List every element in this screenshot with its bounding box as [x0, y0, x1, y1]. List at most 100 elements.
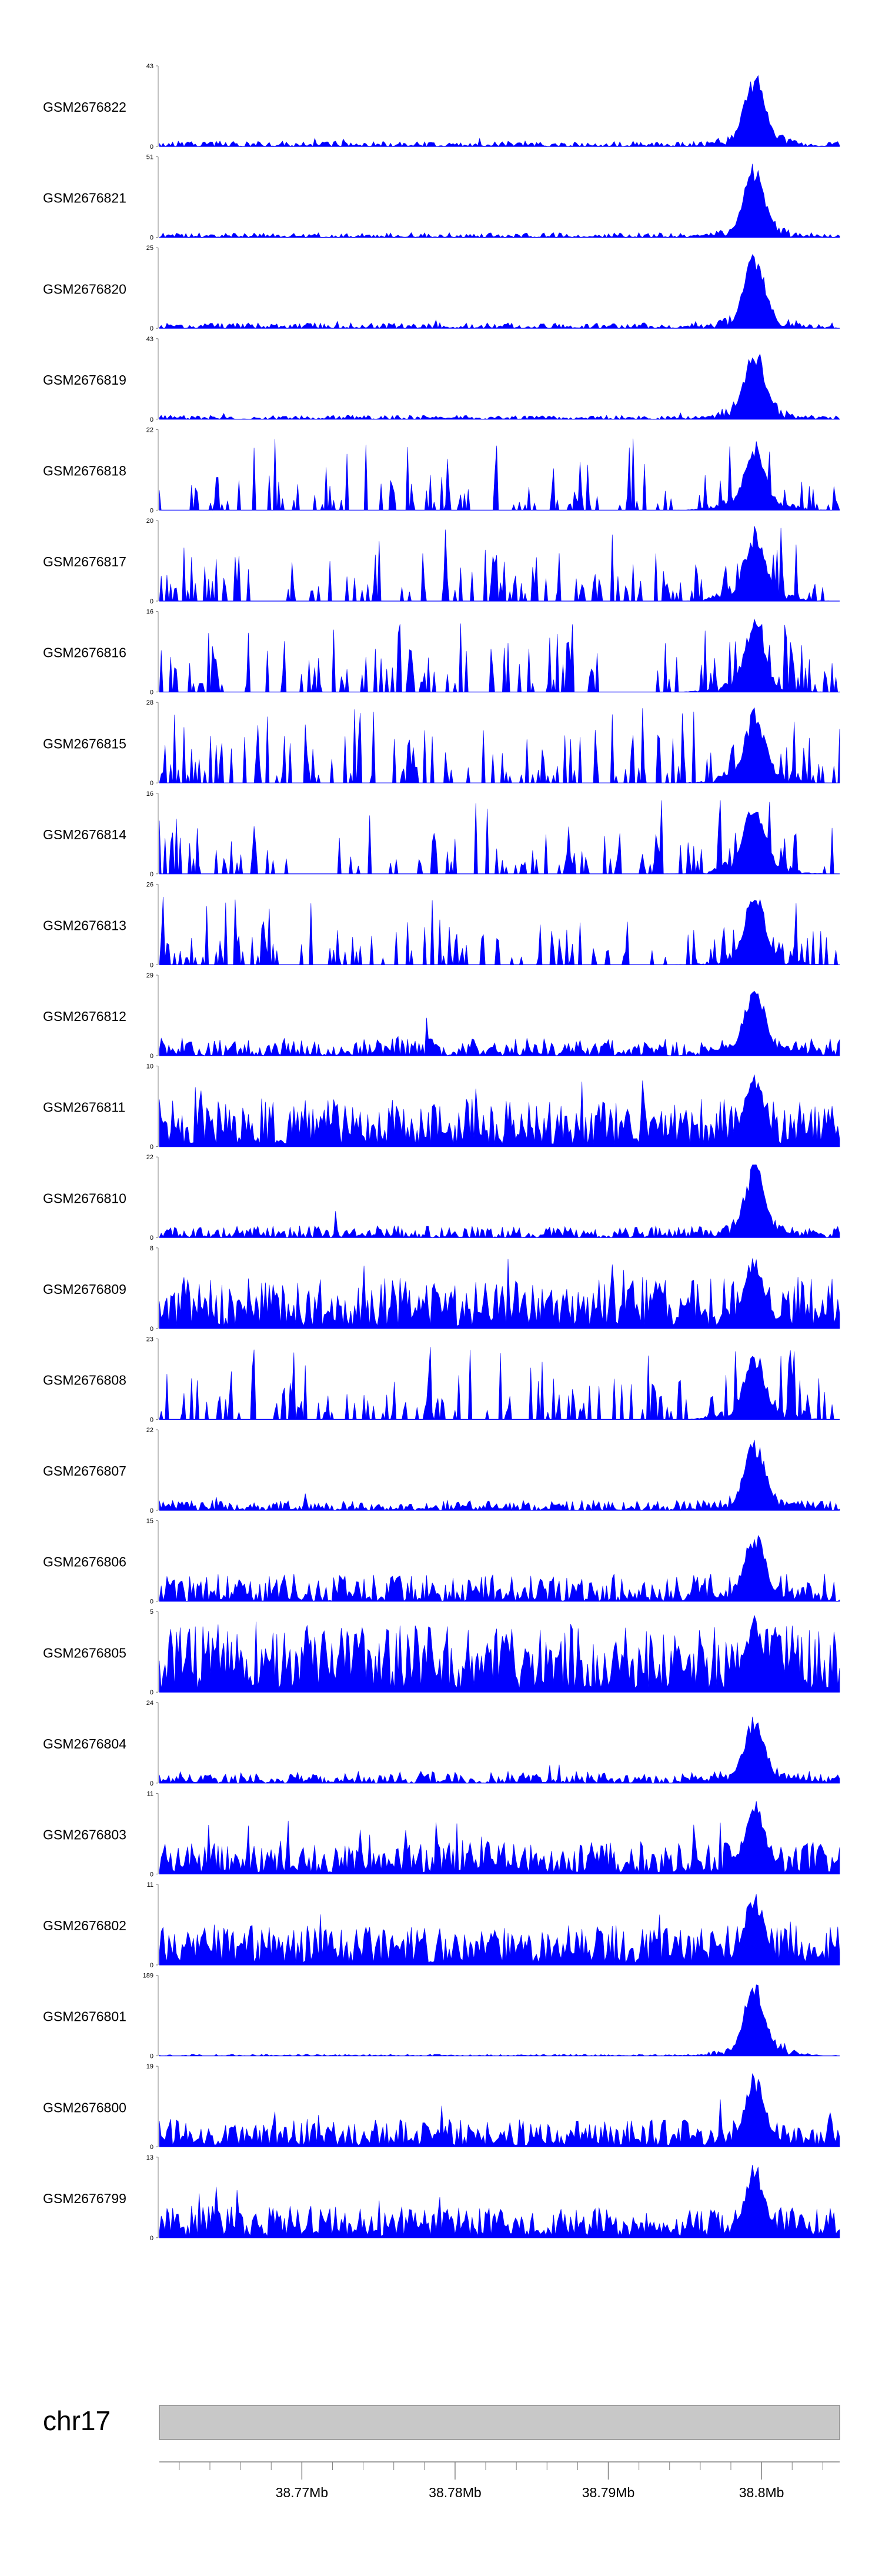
- coverage-area: [159, 896, 840, 965]
- coverage-area: [159, 707, 840, 783]
- track-label: GSM2676811: [43, 1100, 125, 1115]
- y-min-label: 0: [150, 1599, 153, 1606]
- y-max-label: 23: [146, 1336, 153, 1343]
- coverage-area: [159, 2073, 840, 2147]
- y-max-label: 22: [146, 1154, 153, 1161]
- track-GSM2676815: GSM2676815 28 0: [43, 699, 840, 787]
- track-GSM2676820: GSM2676820 25 0: [43, 245, 840, 332]
- y-min-label: 0: [150, 325, 153, 332]
- track-label: GSM2676813: [43, 917, 126, 933]
- chromosome-band: [159, 2405, 840, 2440]
- track-GSM2676801: GSM2676801 189 0: [43, 1973, 840, 2060]
- track-label: GSM2676805: [43, 1645, 126, 1660]
- track-GSM2676812: GSM2676812 29 0: [43, 972, 840, 1060]
- track-GSM2676810: GSM2676810 22 0: [43, 1154, 840, 1242]
- coverage-area: [159, 526, 840, 602]
- coverage-area: [159, 1716, 840, 1784]
- coverage-area: [159, 1075, 840, 1147]
- y-min-label: 0: [150, 144, 153, 151]
- track-label: GSM2676814: [43, 827, 126, 842]
- track-label: GSM2676819: [43, 372, 126, 388]
- coverage-area: [159, 990, 840, 1056]
- coverage-area: [159, 1894, 840, 1966]
- y-max-label: 13: [146, 2154, 153, 2161]
- y-min-label: 0: [150, 1234, 153, 1242]
- genome-axis-tick-label: 38.79Mb: [582, 2485, 635, 2500]
- track-GSM2676808: GSM2676808 23 0: [43, 1336, 840, 1423]
- track-GSM2676803: GSM2676803 11 0: [43, 1790, 840, 1878]
- genome-axis-tick-label: 38.78Mb: [429, 2485, 482, 2500]
- track-GSM2676800: GSM2676800 19 0: [43, 2063, 840, 2151]
- y-min-label: 0: [150, 1871, 153, 1878]
- y-max-label: 24: [146, 1700, 153, 1707]
- y-min-label: 0: [150, 1780, 153, 1787]
- y-max-label: 5: [150, 1609, 153, 1616]
- track-GSM2676805: GSM2676805 5 0: [43, 1609, 840, 1696]
- coverage-area: [159, 2164, 840, 2238]
- y-min-label: 0: [150, 1962, 153, 1969]
- track-label: GSM2676816: [43, 645, 126, 660]
- track-label: GSM2676799: [43, 2191, 126, 2206]
- y-max-label: 189: [143, 1973, 153, 1980]
- y-min-label: 0: [150, 1144, 153, 1151]
- track-GSM2676814: GSM2676814 16 0: [43, 790, 840, 878]
- track-label: GSM2676817: [43, 554, 126, 569]
- y-max-label: 25: [146, 245, 153, 252]
- track-GSM2676799: GSM2676799 13 0: [43, 2154, 840, 2242]
- track-GSM2676802: GSM2676802 11 0: [43, 1881, 840, 1969]
- y-max-label: 29: [146, 972, 153, 979]
- track-label: GSM2676812: [43, 1009, 126, 1024]
- y-max-label: 43: [146, 336, 153, 343]
- y-min-label: 0: [150, 689, 153, 696]
- y-max-label: 16: [146, 790, 153, 798]
- track-label: GSM2676802: [43, 1918, 126, 1933]
- track-GSM2676807: GSM2676807 22 0: [43, 1427, 840, 1514]
- y-min-label: 0: [150, 1416, 153, 1423]
- y-min-label: 0: [150, 598, 153, 605]
- y-max-label: 28: [146, 699, 153, 706]
- track-label: GSM2676803: [43, 1827, 126, 1842]
- track-label: GSM2676804: [43, 1736, 126, 1751]
- y-max-label: 11: [147, 1881, 153, 1888]
- track-GSM2676816: GSM2676816 16 0: [43, 609, 840, 696]
- y-min-label: 0: [150, 2144, 153, 2151]
- genome-axis-tick-label: 38.8Mb: [739, 2485, 784, 2500]
- y-max-label: 26: [146, 881, 153, 888]
- track-GSM2676804: GSM2676804 24 0: [43, 1700, 840, 1787]
- y-min-label: 0: [150, 2053, 153, 2060]
- coverage-area: [159, 1614, 840, 1693]
- track-GSM2676811: GSM2676811 10 0: [43, 1063, 840, 1151]
- y-max-label: 22: [146, 1427, 153, 1434]
- track-GSM2676819: GSM2676819 43 0: [43, 336, 840, 423]
- chromosome-label: chr17: [43, 2405, 111, 2436]
- y-max-label: 10: [146, 1063, 153, 1070]
- track-GSM2676821: GSM2676821 51 0: [43, 154, 840, 242]
- y-min-label: 0: [150, 1053, 153, 1060]
- track-label: GSM2676800: [43, 2100, 126, 2115]
- coverage-area: [159, 1984, 840, 2056]
- track-label: GSM2676810: [43, 1190, 126, 1206]
- track-label: GSM2676808: [43, 1372, 126, 1387]
- y-min-label: 0: [150, 1326, 153, 1333]
- y-min-label: 0: [150, 507, 153, 514]
- coverage-area: [159, 163, 840, 238]
- y-max-label: 22: [146, 426, 153, 433]
- coverage-area: [159, 1534, 840, 1602]
- y-max-label: 51: [146, 154, 153, 161]
- y-min-label: 0: [150, 1507, 153, 1514]
- track-label: GSM2676806: [43, 1554, 126, 1570]
- y-max-label: 16: [146, 609, 153, 616]
- coverage-area: [159, 438, 840, 511]
- track-label: GSM2676821: [43, 191, 126, 206]
- track-GSM2676806: GSM2676806 15 0: [43, 1518, 840, 1606]
- track-GSM2676817: GSM2676817 20 0: [43, 518, 840, 605]
- genome-axis-tick-label: 38.77Mb: [276, 2485, 329, 2500]
- coverage-area: [159, 353, 840, 420]
- track-GSM2676813: GSM2676813 26 0: [43, 881, 840, 969]
- y-max-label: 43: [146, 63, 153, 70]
- coverage-area: [159, 1347, 840, 1420]
- track-GSM2676818: GSM2676818 22 0: [43, 426, 840, 514]
- track-label: GSM2676818: [43, 463, 126, 478]
- coverage-area: [159, 1164, 840, 1239]
